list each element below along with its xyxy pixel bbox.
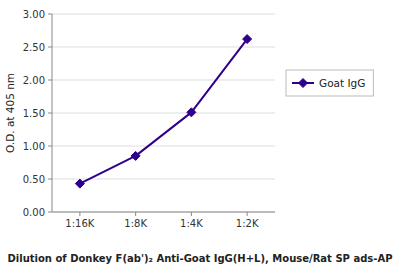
x-tick-label: 1:16K (65, 218, 94, 229)
grid-line (52, 146, 275, 147)
series-line (80, 39, 247, 184)
data-point (243, 35, 252, 44)
y-tick (48, 80, 52, 81)
y-tick (48, 113, 52, 114)
y-tick (48, 14, 52, 15)
grid-line (52, 179, 275, 180)
y-tick-label: 2.50 (23, 42, 45, 53)
grid-line (52, 212, 275, 213)
x-tick (135, 212, 136, 216)
data-point (75, 179, 84, 188)
y-tick (48, 212, 52, 213)
x-tick (79, 212, 80, 216)
y-tick-label: 1.50 (23, 108, 45, 119)
grid-line (52, 14, 275, 15)
legend-box (286, 70, 373, 96)
x-tick (247, 212, 248, 216)
x-axis-line (52, 212, 275, 213)
data-point (187, 108, 196, 117)
y-tick-label: 2.00 (23, 75, 45, 86)
y-axis-label: O.D. at 405 nm (4, 73, 16, 153)
y-tick-label: 0.50 (23, 174, 45, 185)
y-tick-label: 0.00 (23, 207, 45, 218)
x-tick-label: 1:8K (124, 218, 147, 229)
plot-area (75, 35, 251, 189)
x-tick-label: 1:2K (236, 218, 259, 229)
data-point (131, 151, 140, 160)
x-tick-label: 1:4K (180, 218, 203, 229)
grid-line (52, 80, 275, 81)
axes: 0.00 0.50 1.00 1.50 2.00 2.50 3.00 1:16K 1:8K 1:4… (23, 9, 275, 230)
y-tick-label: 3.00 (23, 9, 45, 20)
grid-line (52, 113, 275, 114)
grid (52, 14, 275, 212)
legend-marker (299, 79, 308, 88)
y-axis-line (52, 14, 53, 212)
legend: Goat IgG (286, 70, 373, 96)
x-tick (191, 212, 192, 216)
legend-label: Goat IgG (319, 77, 365, 89)
chart: 0.00 0.50 1.00 1.50 2.00 2.50 3.00 1:16K 1:8K 1:4… (0, 0, 400, 270)
x-axis-label: Dilution of Donkey F(ab')₂ Anti-Goat IgG… (8, 253, 393, 264)
y-tick (48, 146, 52, 147)
y-tick (48, 47, 52, 48)
y-tick-label: 1.00 (23, 141, 45, 152)
y-tick (48, 179, 52, 180)
